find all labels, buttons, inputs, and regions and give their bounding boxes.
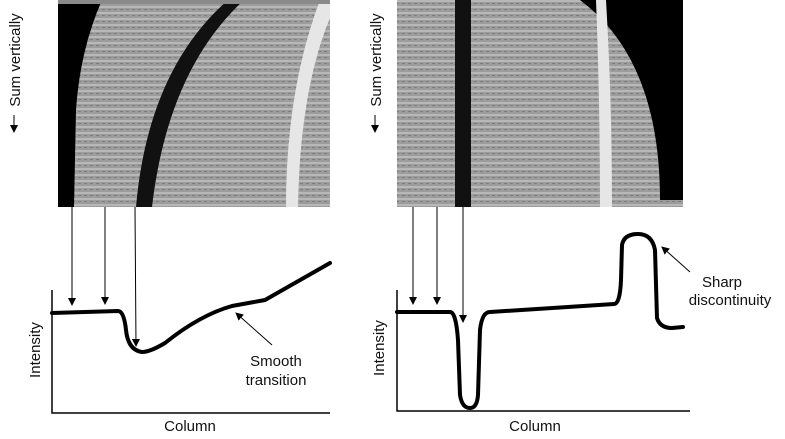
y-label: Intensity: [371, 320, 388, 376]
left-plot: Intensity Column Smooth transition: [27, 206, 332, 435]
intensity-curve: [395, 232, 685, 410]
shape: [58, 0, 330, 4]
shape: [286, 0, 330, 207]
axes: [396, 290, 690, 412]
annotation: discontinuity: [689, 292, 772, 309]
right-plot: Intensity Column Sharp discontinuity: [371, 207, 772, 435]
y-label: Intensity: [27, 322, 44, 378]
shape: [596, 0, 612, 207]
x-label: Column: [164, 418, 216, 435]
vertical-label: Sum vertically: [368, 13, 385, 107]
shape: [58, 0, 102, 207]
vertical-label: Sum vertically: [7, 13, 24, 107]
intensity-curve: [50, 261, 332, 354]
annotation: Smooth: [250, 353, 302, 370]
axes: [51, 290, 330, 414]
annotation: Sharp: [702, 274, 742, 291]
shape: [136, 0, 244, 207]
right-image: [397, 0, 683, 207]
arrow: [235, 312, 273, 346]
x-label: Column: [509, 418, 561, 435]
arrow: [131, 206, 140, 347]
arrow: [661, 246, 691, 273]
shape: [58, 0, 330, 207]
left-image: [58, 0, 330, 207]
shape: [455, 0, 471, 207]
annotation: transition: [246, 372, 307, 389]
shape: [580, 0, 683, 200]
